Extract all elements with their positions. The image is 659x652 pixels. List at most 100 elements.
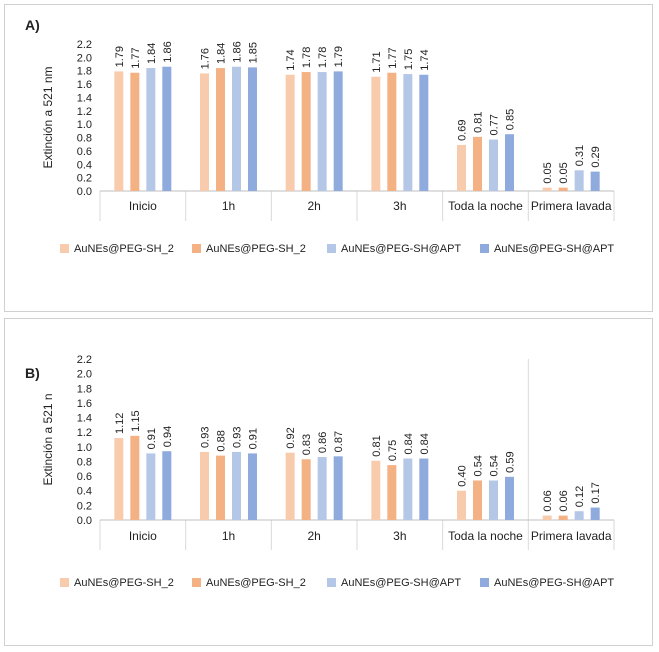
bar-a bbox=[248, 67, 257, 191]
y-tick-label-a: 1.4 bbox=[77, 92, 92, 104]
data-label-a: 1.86 bbox=[162, 41, 174, 62]
y-tick-label-b: 2.0 bbox=[77, 369, 92, 381]
bar-b bbox=[114, 438, 124, 520]
data-label-a: 1.78 bbox=[301, 47, 313, 68]
bar-b bbox=[457, 490, 466, 520]
y-tick-label-a: 1.0 bbox=[77, 119, 92, 131]
bar-b bbox=[574, 511, 584, 520]
bar-b bbox=[371, 460, 381, 520]
chart-panel-b: B) bbox=[4, 318, 653, 646]
bar-b bbox=[130, 435, 140, 520]
data-label-a: 0.05 bbox=[558, 162, 570, 183]
data-label-b: 0.54 bbox=[489, 455, 501, 476]
bar-b bbox=[387, 465, 397, 520]
legend-label-b: AuNEs@PEG-SH@APT bbox=[341, 577, 461, 589]
bar-a bbox=[285, 74, 295, 191]
data-label-a: 1.71 bbox=[371, 51, 383, 72]
bar-a bbox=[473, 136, 482, 191]
y-tick-label-b: 2.2 bbox=[77, 354, 92, 366]
y-tick-label-b: 0.2 bbox=[77, 500, 92, 512]
bar-b bbox=[317, 457, 327, 520]
y-axis-title-a: Extinción a 521 nm bbox=[41, 66, 55, 168]
y-tick-label-a: 0.2 bbox=[77, 173, 92, 185]
bar-a bbox=[387, 72, 397, 191]
data-label-b: 0.75 bbox=[387, 440, 399, 461]
y-tick-label-a: 0.8 bbox=[77, 133, 92, 145]
data-label-a: 0.05 bbox=[542, 162, 554, 183]
legend-swatch-a bbox=[327, 244, 336, 253]
data-label-b: 0.91 bbox=[248, 428, 260, 449]
data-label-b: 0.86 bbox=[317, 432, 329, 453]
bar-a bbox=[371, 76, 381, 191]
bar-b bbox=[505, 476, 514, 520]
data-label-a: 1.77 bbox=[130, 47, 142, 68]
y-tick-label-a: 1.2 bbox=[77, 106, 92, 118]
bar-b bbox=[146, 453, 156, 520]
category-label-a: Inicio bbox=[129, 199, 157, 213]
legend-label-a: AuNEs@PEG-SH@APT bbox=[341, 243, 461, 255]
bar-a bbox=[200, 73, 209, 191]
data-label-b: 0.40 bbox=[457, 465, 469, 486]
legend-label-b: AuNEs@PEG-SH_2 bbox=[74, 577, 174, 589]
data-label-b: 0.84 bbox=[403, 433, 415, 454]
data-label-a: 0.85 bbox=[505, 109, 517, 130]
y-tick-label-b: 0.6 bbox=[77, 471, 92, 483]
data-label-a: 0.69 bbox=[457, 119, 469, 140]
y-tick-label-b: 1.6 bbox=[77, 398, 92, 410]
bar-a bbox=[333, 71, 343, 191]
data-label-b: 1.15 bbox=[130, 410, 142, 431]
bar-a bbox=[162, 66, 172, 191]
data-label-b: 0.59 bbox=[505, 451, 517, 472]
data-label-a: 1.85 bbox=[248, 42, 260, 63]
y-tick-label-a: 0.0 bbox=[77, 186, 92, 198]
y-tick-label-a: 2.0 bbox=[77, 52, 92, 64]
data-label-a: 1.79 bbox=[114, 46, 126, 67]
bar-b bbox=[162, 451, 172, 520]
panel-label-b: B) bbox=[25, 365, 40, 381]
bar-b bbox=[232, 451, 241, 520]
y-tick-label-b: 0.4 bbox=[77, 486, 92, 498]
data-label-a: 1.74 bbox=[419, 49, 431, 70]
data-label-a: 0.81 bbox=[473, 111, 485, 132]
bar-b bbox=[216, 455, 225, 520]
data-label-b: 0.94 bbox=[162, 426, 174, 447]
bar-a bbox=[130, 72, 140, 191]
y-tick-label-b: 1.2 bbox=[77, 427, 92, 439]
category-label-a: Toda la noche bbox=[448, 199, 523, 213]
data-label-a: 1.84 bbox=[216, 43, 228, 64]
data-label-b: 0.12 bbox=[574, 486, 586, 507]
data-label-a: 1.86 bbox=[232, 41, 244, 62]
data-label-b: 0.88 bbox=[216, 430, 228, 451]
bar-b bbox=[558, 515, 568, 520]
data-label-b: 0.93 bbox=[200, 427, 212, 448]
data-label-a: 1.79 bbox=[333, 46, 345, 67]
data-label-a: 1.77 bbox=[387, 47, 399, 68]
legend-label-a: AuNEs@PEG-SH_2 bbox=[206, 243, 306, 255]
y-tick-label-a: 2.2 bbox=[77, 39, 92, 51]
data-label-a: 1.84 bbox=[146, 43, 158, 64]
legend-swatch-a bbox=[60, 244, 69, 253]
y-tick-label-a: 0.4 bbox=[77, 159, 92, 171]
legend-label-b: AuNEs@PEG-SH_2 bbox=[206, 577, 306, 589]
category-label-b: 3h bbox=[393, 529, 406, 543]
data-label-b: 0.83 bbox=[301, 434, 313, 455]
y-tick-label-a: 1.8 bbox=[77, 66, 92, 78]
data-label-a: 1.78 bbox=[317, 47, 329, 68]
data-label-a: 0.29 bbox=[590, 146, 602, 167]
data-label-b: 1.12 bbox=[114, 413, 126, 434]
legend-label-b: AuNEs@PEG-SH@APT bbox=[494, 577, 614, 589]
bar-a bbox=[301, 72, 311, 191]
bar-a bbox=[114, 71, 124, 191]
bar-b bbox=[403, 458, 413, 520]
bar-a bbox=[419, 74, 429, 191]
bar-a bbox=[558, 187, 568, 191]
category-label-a: 3h bbox=[393, 199, 406, 213]
bar-b bbox=[542, 515, 552, 520]
data-label-b: 0.17 bbox=[590, 482, 602, 503]
legend-swatch-a bbox=[192, 244, 201, 253]
category-label-b: Primera lavada bbox=[531, 529, 612, 543]
data-label-a: 0.31 bbox=[574, 145, 586, 166]
category-label-a: Primera lavada bbox=[531, 199, 612, 213]
bar-b bbox=[590, 507, 600, 520]
